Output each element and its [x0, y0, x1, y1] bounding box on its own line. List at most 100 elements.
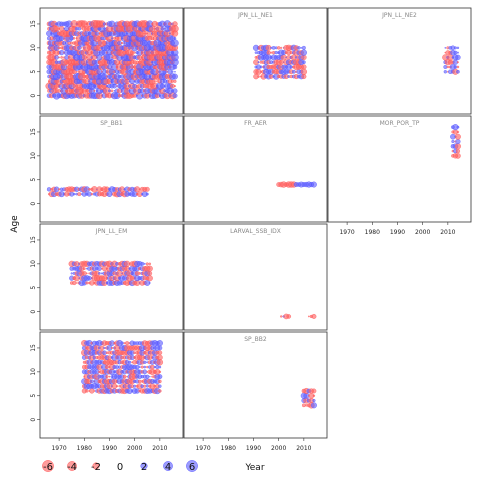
- y-tick-label: 10: [30, 260, 37, 268]
- residual-point: [70, 272, 73, 275]
- panel-title: SP_BB1: [100, 120, 123, 127]
- legend-label: 0: [117, 462, 123, 473]
- panel-frame: [183, 115, 328, 223]
- x-tick-label: 1990: [246, 445, 261, 452]
- residual-point: [453, 46, 457, 50]
- residual-point: [145, 192, 149, 196]
- residual-point: [454, 133, 461, 140]
- panel-frame: [183, 7, 328, 115]
- x-axis-title: Year: [244, 463, 264, 473]
- x-tick-label: 1990: [390, 229, 405, 236]
- x-tick-label: 2010: [440, 229, 455, 236]
- panel-frame: [39, 7, 184, 115]
- residual-point: [455, 148, 461, 154]
- residual-point: [110, 37, 114, 40]
- residual-point: [105, 351, 109, 355]
- residual-point: [280, 46, 283, 49]
- residual-point: [154, 80, 156, 83]
- legend-label: 2: [141, 462, 147, 473]
- residual-point: [93, 390, 96, 392]
- x-tick-label: 1970: [339, 229, 354, 236]
- panel-8: LARVAL_SSB_IDX: [183, 223, 328, 331]
- residual-point: [456, 65, 460, 69]
- residual-point: [157, 345, 163, 351]
- residual-point: [77, 45, 82, 50]
- residual-point: [443, 65, 448, 69]
- residual-point: [172, 93, 178, 99]
- residual-point: [153, 27, 156, 30]
- residual-point: [100, 272, 103, 275]
- panel-4: SP_BB1: [39, 115, 184, 223]
- residual-point: [143, 32, 146, 35]
- y-tick-label: 0: [30, 418, 37, 422]
- residual-point: [254, 51, 258, 54]
- residual-point: [158, 379, 162, 384]
- residual-point: [97, 266, 102, 271]
- panel-title: SP_BB2: [244, 336, 267, 343]
- residual-point: [146, 265, 153, 272]
- residual-point: [101, 56, 103, 59]
- x-tick-label: 2000: [271, 445, 286, 452]
- residual-point: [311, 388, 317, 394]
- residual-point: [103, 346, 106, 350]
- y-tick-label: 10: [30, 368, 37, 376]
- residual-point: [156, 354, 163, 361]
- residual-point: [125, 341, 130, 346]
- residual-point: [80, 47, 83, 49]
- residual-point: [82, 267, 86, 271]
- residual-point: [93, 89, 96, 92]
- residual-point: [103, 27, 106, 30]
- x-tick-label: 2010: [152, 445, 167, 452]
- residual-point: [108, 89, 111, 93]
- legend-label: -2: [91, 462, 101, 473]
- residual-point: [147, 271, 153, 276]
- residual-point: [82, 271, 87, 276]
- residual-point: [94, 31, 100, 36]
- panel-title: JPN_LL_EM: [95, 228, 128, 235]
- residual-point: [75, 282, 78, 284]
- residual-point: [174, 70, 176, 73]
- residual-point: [302, 403, 306, 408]
- residual-point: [168, 32, 171, 35]
- panel-frame: [183, 223, 328, 331]
- residual-point: [111, 56, 113, 59]
- y-tick-label: 5: [30, 394, 37, 398]
- residual-point: [266, 50, 271, 55]
- residual-point: [278, 59, 284, 65]
- residual-point: [145, 384, 149, 388]
- panel-2: JPN_LL_NE1: [183, 7, 328, 115]
- residual-point: [133, 384, 137, 388]
- panel-title: JPN_LL_NE1: [237, 12, 273, 19]
- residual-point: [72, 280, 77, 286]
- legend-symbol: [186, 460, 198, 472]
- residual-point: [172, 88, 178, 94]
- panel-title: LARVAL_SSB_IDX: [230, 228, 281, 235]
- y-tick-label: 0: [30, 94, 37, 98]
- residual-point: [280, 315, 283, 318]
- residual-point: [310, 402, 317, 409]
- residual-point: [456, 46, 460, 50]
- residual-point: [148, 375, 151, 378]
- residual-point: [155, 69, 160, 74]
- residual-point: [58, 56, 60, 59]
- legend-label: -6: [43, 462, 53, 473]
- panel-frame: [327, 7, 472, 115]
- residual-point: [126, 375, 128, 378]
- residual-point: [455, 138, 461, 145]
- panel-10: SP_BB2: [183, 331, 328, 439]
- panel-frame: [39, 331, 184, 439]
- residual-point: [257, 75, 260, 78]
- residual-point: [158, 384, 162, 388]
- residual-point: [172, 21, 178, 27]
- residual-point: [286, 314, 292, 319]
- residual-point: [90, 192, 94, 196]
- residual-point: [453, 65, 458, 69]
- residual-point: [128, 360, 132, 364]
- legend-symbol: [92, 462, 100, 470]
- residual-point: [110, 89, 114, 93]
- residual-point: [173, 79, 177, 83]
- legend-symbol: [67, 461, 77, 471]
- legend: -6 -4 -2 0 2 4 6: [42, 460, 198, 473]
- residual-point: [173, 36, 177, 40]
- residual-point: [276, 46, 281, 50]
